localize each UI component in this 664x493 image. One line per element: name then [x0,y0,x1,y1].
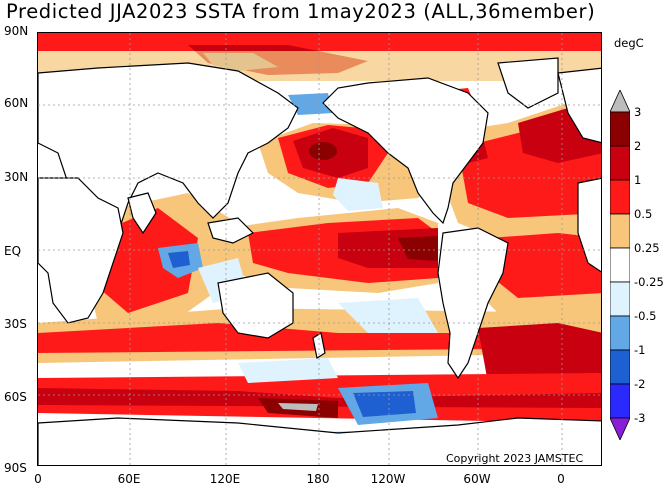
lat-label-60n: 60N [4,96,29,110]
npac-extreme-warm [309,142,337,160]
colorbar-tick-label: -0.5 [634,309,657,323]
colorbar-segment [610,383,630,419]
colorbar-tick-label: 1 [634,173,642,187]
colorbar-tick-label: -1 [634,343,646,357]
colorbar [610,90,630,440]
copyright-notice: Copyright 2023 JAMSTEC [446,452,584,465]
cpac-weak-cool [333,178,383,211]
spac-weak-cool [338,298,438,333]
south-america-landmass [437,227,509,380]
colorbar-top-arrow [610,90,630,113]
lon-label-120w: 120W [370,472,406,486]
lon-label-180: 180 [306,472,330,486]
lat-label-30n: 30N [4,170,29,184]
tatl-warm [488,233,601,298]
map-title: Predicted JJA2023 SSTA from 1may2023 (AL… [6,0,596,23]
colorbar-segment [610,111,630,147]
antarctica-landmass [38,417,601,465]
colorbar-segment [610,213,630,249]
colorbar-tick-label: 0.25 [634,241,660,255]
nz-landmass [312,332,326,359]
amundsen-strong-cool [353,391,416,417]
colorbar-tick-label: 2 [634,139,642,153]
africa-east-wrap [577,177,601,273]
enso-extreme [398,236,438,261]
gridlines [38,33,601,465]
greenland-landmass [497,57,559,109]
north-america-landmass [322,77,489,225]
lat-label-30s: 30S [4,317,27,331]
colorbar-tick-label: 3 [634,105,642,119]
australia-landmass [217,272,294,339]
africa-landmass [38,177,124,324]
colorbar-segment [610,145,630,181]
ssta-map [37,32,602,466]
lat-label-60s: 60S [4,390,27,404]
lat-label-90n: 90N [4,24,29,38]
bering-cool [288,93,333,115]
colorbar-tick-label: -2 [634,377,646,391]
satl-strong [478,323,601,383]
indian-strong-cool [168,251,190,268]
colorbar-tick-label: 0.5 [634,207,653,221]
colorbar-segment [610,281,630,317]
colorbar-tick-label: -3 [634,411,646,425]
lat-label-90s: 90S [4,461,27,475]
colorbar-segment [610,315,630,351]
seasia-islands [207,217,255,244]
colorbar-segment [610,247,630,283]
colorbar-unit: degC [614,36,644,50]
india-landmass [127,192,157,235]
southern-ocean-strong [38,388,601,408]
lon-label-60w: 60W [463,472,491,486]
lon-label-0-right: 0 [557,472,565,486]
arctic-warm-band [38,33,601,51]
colorbar-bottom-arrow [610,417,630,440]
ssta-map-canvas [38,33,601,465]
sh-weak-cool [238,358,338,383]
colorbar-tick-label: -0.25 [634,275,664,289]
colorbar-segment [610,349,630,385]
lon-label-120e: 120E [209,472,241,486]
colorbar-segment [610,179,630,215]
ross-gray [278,403,318,411]
lon-label-60e: 60E [117,472,141,486]
lon-label-0-left: 0 [34,472,42,486]
continents [38,57,601,465]
lat-label-eq: EQ [4,244,22,258]
